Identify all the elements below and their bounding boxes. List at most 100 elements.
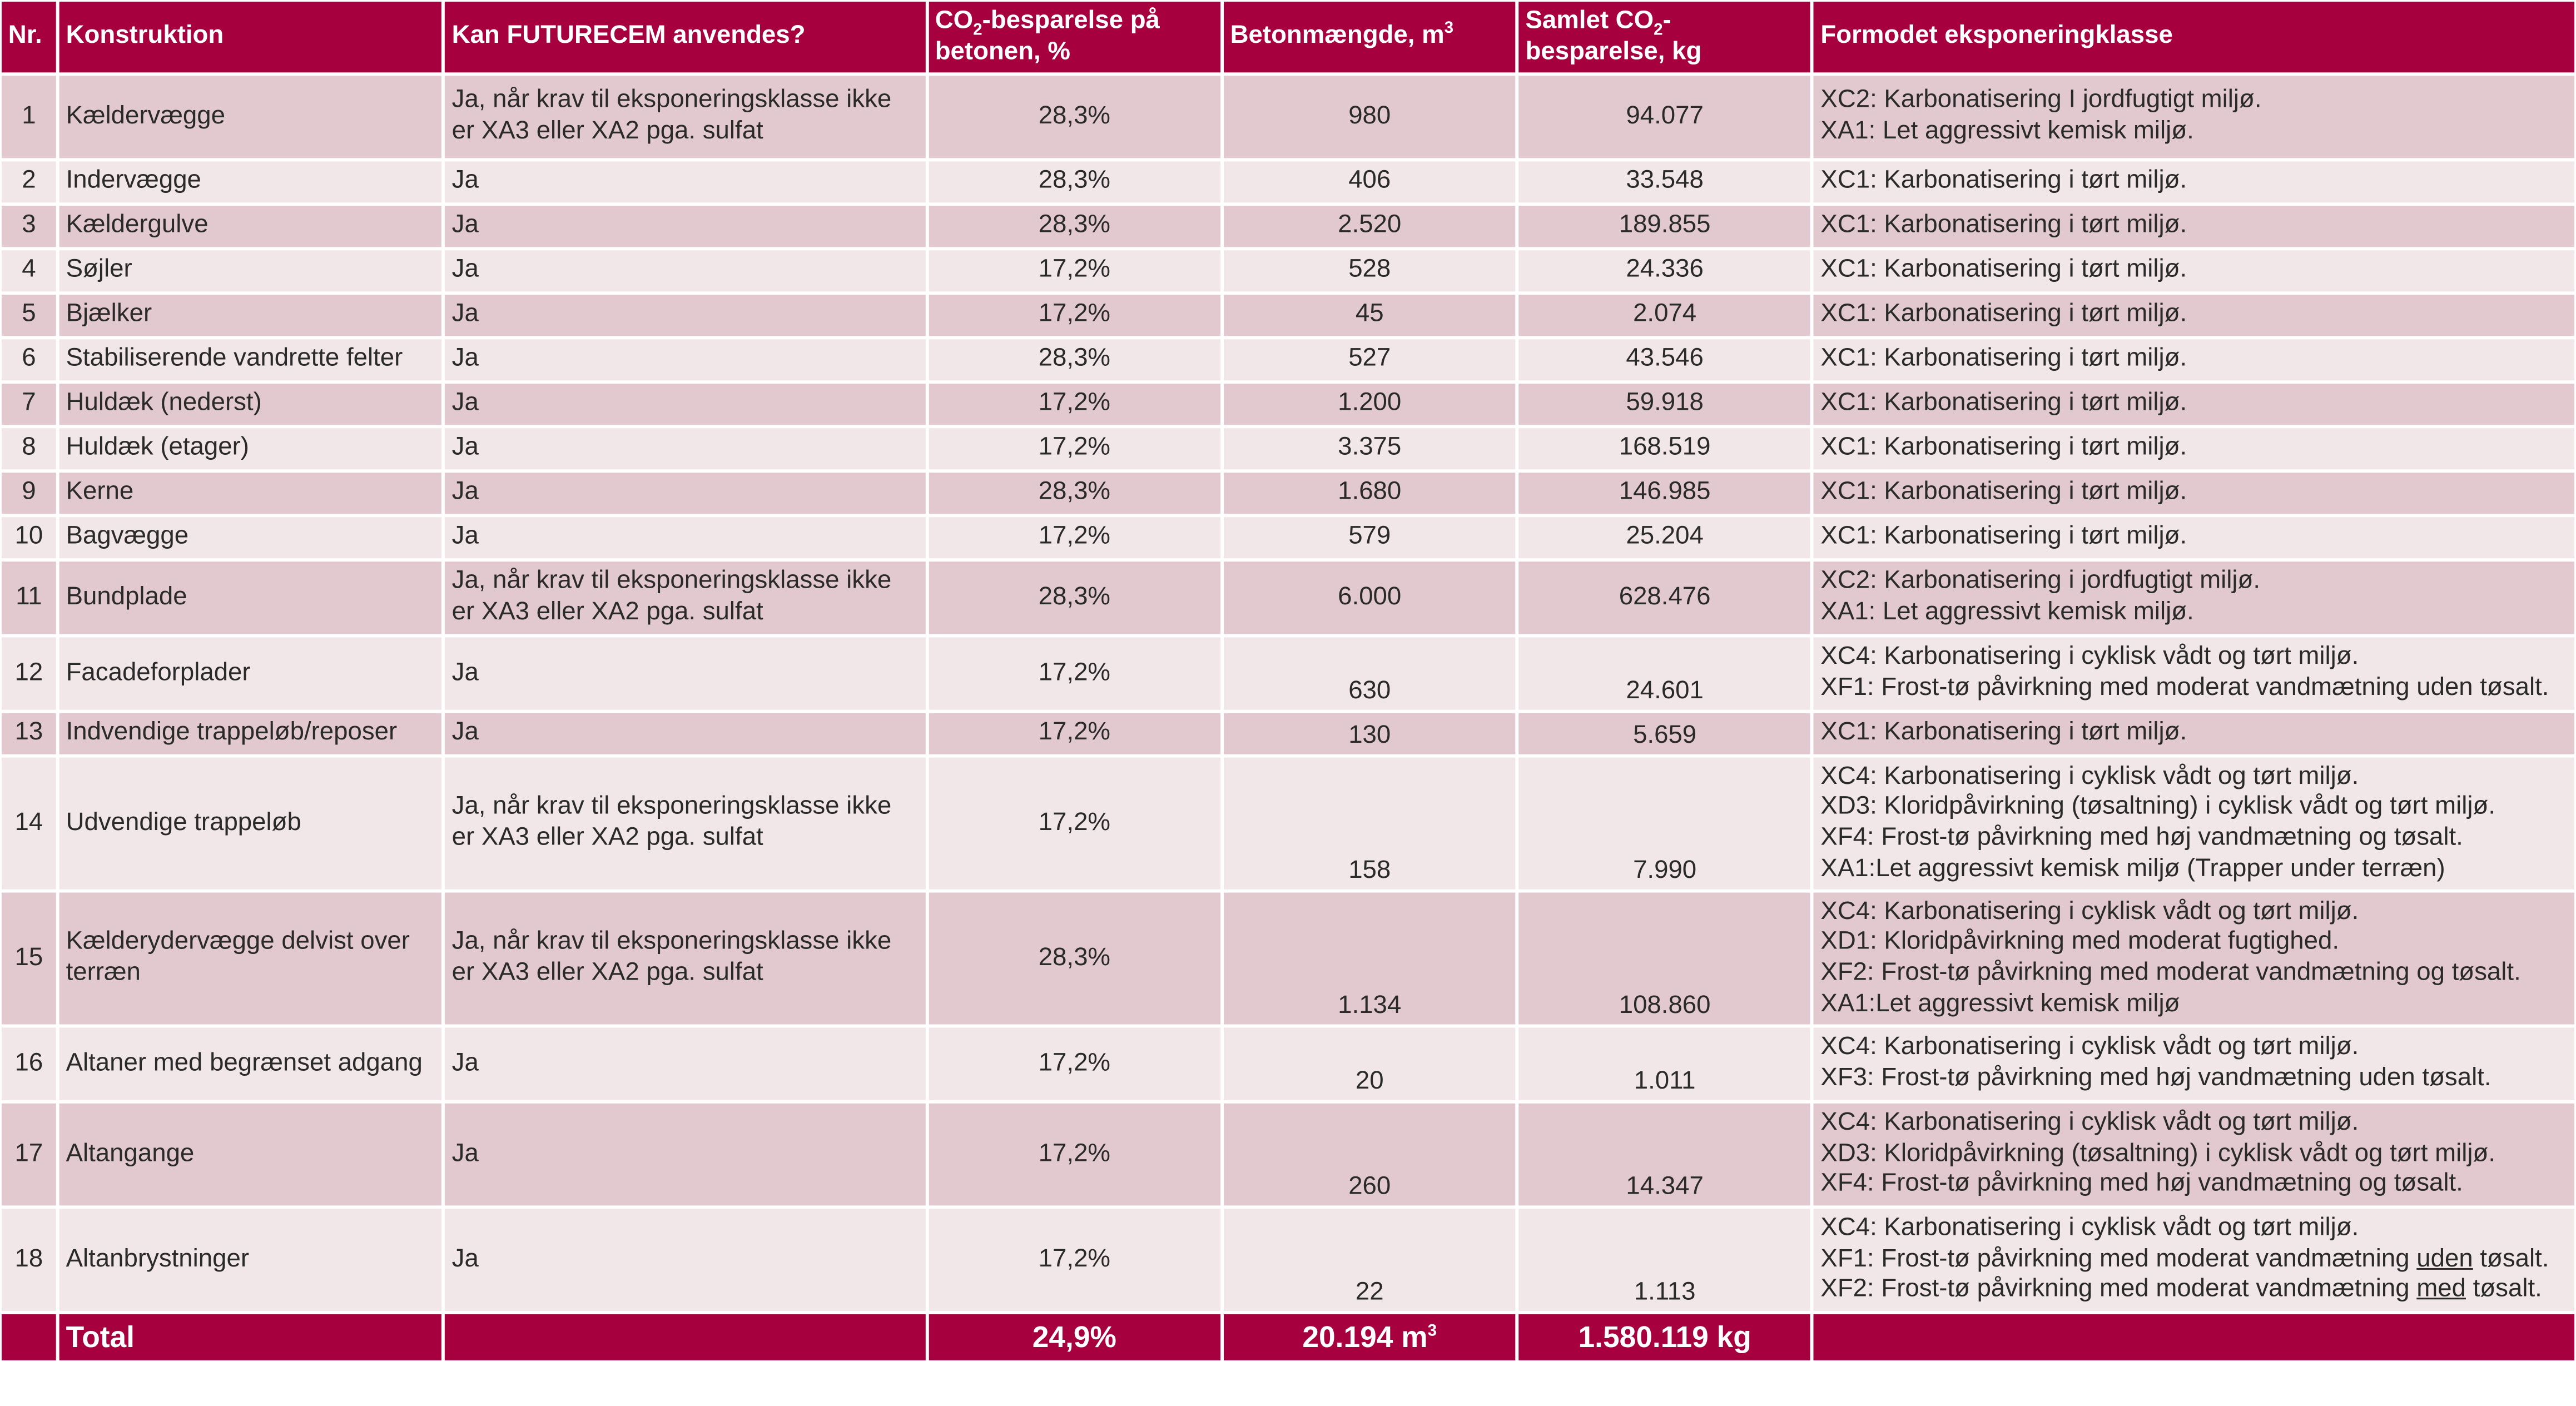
cell-co2-pct: 17,2% [928, 713, 1220, 754]
klasse-line: XF3: Frost-tø påvirkning med høj vandmæt… [1820, 1064, 2491, 1092]
cell-samlet: 59.918 [1518, 384, 1811, 425]
cell-nr: 8 [1, 428, 56, 470]
cell-co2-pct: 28,3% [928, 206, 1220, 247]
cell-samlet: 146.985 [1518, 473, 1811, 514]
cell-co2-pct: 17,2% [928, 428, 1220, 470]
header-klasse: Formodet eksponeringklasse [1814, 1, 2575, 73]
cell-beton: 528 [1223, 250, 1516, 292]
klasse-line: XC1: Karbonatisering i tørt miljø. [1820, 478, 2187, 506]
cell-klasse: XC2: Karbonatisering i jordfugtigt miljø… [1814, 562, 2575, 634]
cell-konstruktion: Bagvægge [59, 517, 442, 559]
cell-klasse: XC2: Karbonatisering I jordfugtigt miljø… [1814, 76, 2575, 158]
cell-kan: Ja [445, 1027, 925, 1100]
cell-klasse: XC1: Karbonatisering i tørt miljø. [1814, 295, 2575, 336]
cell-klasse: XC1: Karbonatisering i tørt miljø. [1814, 206, 2575, 247]
cell-kan: Ja, når krav til eksponeringsklasse ikke… [445, 562, 925, 634]
table-row: 10 Bagvægge Ja 17,2% 579 25.204 XC1: Karbonati… [1, 517, 2575, 559]
header-samlet: Samlet CO2-besparelse, kg [1518, 1, 1811, 73]
cell-kan: Ja, når krav til eksponeringsklasse ikke… [445, 757, 925, 890]
cell-beton: 1.200 [1223, 384, 1516, 425]
cell-co2-pct: 28,3% [928, 76, 1220, 158]
cell-kan: Ja [445, 339, 925, 381]
total-label: Total [59, 1314, 442, 1360]
table-row: 13 Indvendige trappeløb/reposer Ja 17,2% 130… [1, 713, 2575, 754]
cell-kan: Ja [445, 473, 925, 514]
table-row: 6 Stabiliserende vandrette felter Ja 28,3% 5… [1, 339, 2575, 381]
klasse-line: XF2: Frost-tø påvirkning med moderat van… [1820, 1275, 2542, 1304]
cell-samlet: 14.347 [1518, 1103, 1811, 1206]
klasse-line: XA1:Let aggressivt kemisk miljø (Trapper… [1820, 854, 2445, 882]
cell-konstruktion: Altaner med begrænset adgang [59, 1027, 442, 1100]
cell-samlet: 24.336 [1518, 250, 1811, 292]
table-row: 8 Huldæk (etager) Ja 17,2% 3.375 168.519 XC1: … [1, 428, 2575, 470]
cell-konstruktion: Altanbrystninger [59, 1209, 442, 1311]
klasse-line: XA1: Let aggressivt kemisk miljø. [1820, 117, 2194, 145]
klasse-line: XC4: Karbonatisering i cyklisk vådt og t… [1820, 1108, 2359, 1137]
cell-samlet: 24.601 [1518, 637, 1811, 710]
cell-kan: Ja [445, 384, 925, 425]
klasse-line: XF1: Frost-tø påvirkning med moderat van… [1820, 1244, 2549, 1273]
klasse-line: XC4: Karbonatisering i cyklisk vådt og t… [1820, 1214, 2359, 1242]
cell-kan: Ja [445, 713, 925, 754]
cell-samlet: 1.113 [1518, 1209, 1811, 1311]
header-co2-pct: CO2-besparelse på betonen, % [928, 1, 1220, 73]
cell-kan: Ja [445, 295, 925, 336]
cell-nr: 14 [1, 757, 56, 890]
klasse-line: XC1: Karbonatisering i tørt miljø. [1820, 389, 2187, 418]
klasse-line: XC1: Karbonatisering i tørt miljø. [1820, 718, 2187, 747]
cell-klasse: XC1: Karbonatisering i tørt miljø. [1814, 384, 2575, 425]
cell-co2-pct: 28,3% [928, 339, 1220, 381]
cell-beton: 980 [1223, 76, 1516, 158]
cell-nr: 1 [1, 76, 56, 158]
cell-beton: 579 [1223, 517, 1516, 559]
cell-kan: Ja, når krav til eksponeringsklasse ikke… [445, 892, 925, 1025]
cell-nr: 3 [1, 206, 56, 247]
cell-konstruktion: Kældergulve [59, 206, 442, 247]
cell-konstruktion: Udvendige trappeløb [59, 757, 442, 890]
klasse-line: XA1: Let aggressivt kemisk miljø. [1820, 598, 2194, 626]
cell-co2-pct: 17,2% [928, 1103, 1220, 1206]
cell-nr: 16 [1, 1027, 56, 1100]
table-row: 12 Facadeforplader Ja 17,2% 630 24.601 XC4: Ka… [1, 637, 2575, 710]
klasse-line: XF1: Frost-tø påvirkning med moderat van… [1820, 673, 2549, 702]
cell-samlet: 189.855 [1518, 206, 1811, 247]
cell-beton: 3.375 [1223, 428, 1516, 470]
cell-konstruktion: Stabiliserende vandrette felter [59, 339, 442, 381]
klasse-line: XF4: Frost-tø påvirkning med høj vandmæt… [1820, 823, 2463, 852]
cell-samlet: 5.659 [1518, 713, 1811, 754]
cell-beton: 45 [1223, 295, 1516, 336]
header-row: Nr. Konstruktion Kan FUTURECEM anvendes?… [1, 1, 2575, 73]
cell-konstruktion: Søjler [59, 250, 442, 292]
cell-co2-pct: 17,2% [928, 1027, 1220, 1100]
klasse-line: XF2: Frost-tø påvirkning med moderat van… [1820, 958, 2521, 987]
cell-beton: 1.680 [1223, 473, 1516, 514]
klasse-line: XD3: Kloridpåvirkning (tøsaltning) i cyk… [1820, 1139, 2496, 1167]
klasse-line: XA1:Let aggressivt kemisk miljø [1820, 989, 2180, 1017]
header-konstruktion: Konstruktion [59, 1, 442, 73]
cell-co2-pct: 17,2% [928, 384, 1220, 425]
table-row: 7 Huldæk (nederst) Ja 17,2% 1.200 59.918 XC1: … [1, 384, 2575, 425]
cell-samlet: 43.546 [1518, 339, 1811, 381]
klasse-line: XC4: Karbonatisering i cyklisk vådt og t… [1820, 1033, 2359, 1061]
cell-konstruktion: Huldæk (nederst) [59, 384, 442, 425]
cell-konstruktion: Bjælker [59, 295, 442, 336]
cell-beton: 630 [1223, 637, 1516, 710]
cell-samlet: 168.519 [1518, 428, 1811, 470]
cell-kan: Ja [445, 637, 925, 710]
cell-konstruktion: Huldæk (etager) [59, 428, 442, 470]
cell-co2-pct: 28,3% [928, 161, 1220, 203]
total-samlet: 1.580.119 kg [1518, 1314, 1811, 1360]
cell-klasse: XC1: Karbonatisering i tørt miljø. [1814, 428, 2575, 470]
table-row: 14 Udvendige trappeløb Ja, når krav til ek… [1, 757, 2575, 890]
cell-beton: 22 [1223, 1209, 1516, 1311]
cell-nr: 10 [1, 517, 56, 559]
co2-table: Nr. Konstruktion Kan FUTURECEM anvendes?… [1, 1, 2575, 1360]
cell-kan: Ja [445, 517, 925, 559]
cell-co2-pct: 28,3% [928, 892, 1220, 1025]
header-nr: Nr. [1, 1, 56, 73]
cell-klasse: XC4: Karbonatisering i cyklisk vådt og t… [1814, 1209, 2575, 1311]
klasse-line: XC1: Karbonatisering i tørt miljø. [1820, 433, 2187, 462]
cell-samlet: 2.074 [1518, 295, 1811, 336]
cell-nr: 9 [1, 473, 56, 514]
